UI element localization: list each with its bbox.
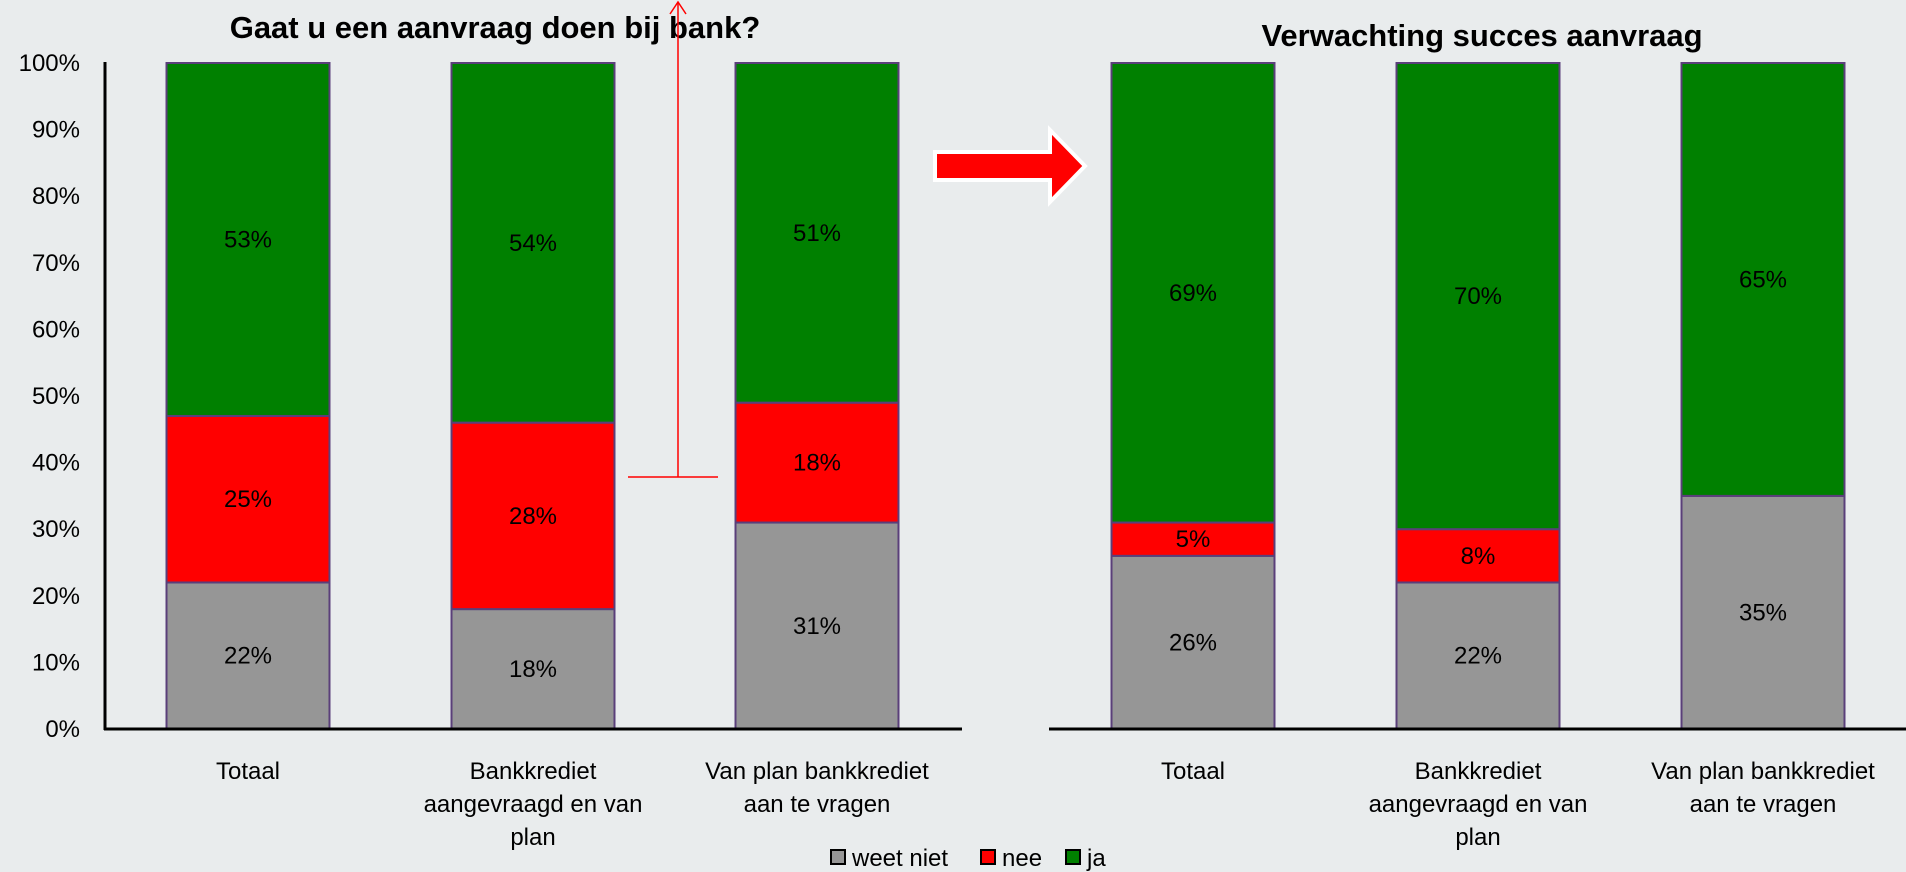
- y-tick-label: 90%: [32, 117, 80, 144]
- y-tick-label: 70%: [32, 250, 80, 277]
- legend-swatch: [1066, 850, 1080, 864]
- right-data-label: 5%: [1176, 526, 1211, 553]
- left-chart-title: Gaat u een aanvraag doen bij bank?: [230, 10, 761, 45]
- left-category-labels: Totaal Bankkrediet aangevraagd en van plan V…: [216, 758, 929, 851]
- right-category-label: aan te vragen: [1690, 791, 1837, 818]
- legend-label: weet niet: [851, 845, 948, 872]
- right-category-label: Van plan bankkrediet: [1651, 758, 1875, 785]
- right-data-label: 69%: [1169, 280, 1217, 307]
- right-category-label: aangevraagd en van: [1369, 791, 1588, 818]
- right-chart: Verwachting succes aanvraag 26% 5% 69% 22% 8…: [1049, 18, 1906, 851]
- right-category-label: Totaal: [1161, 758, 1225, 785]
- left-data-label: 51%: [793, 220, 841, 247]
- left-data-label: 22%: [224, 643, 272, 670]
- right-arrow-icon: [935, 130, 1085, 202]
- left-data-label: 18%: [509, 656, 557, 683]
- y-tick-label: 50%: [32, 383, 80, 410]
- left-bars: 22% 25% 53% 18% 28% 54% 31% 18% 51%: [167, 63, 899, 729]
- legend-label: nee: [1002, 845, 1042, 872]
- left-category-label: aan te vragen: [744, 791, 891, 818]
- y-tick-label: 0%: [45, 716, 80, 743]
- y-tick-label: 10%: [32, 649, 80, 676]
- right-chart-title: Verwachting succes aanvraag: [1261, 18, 1702, 53]
- y-tick-label: 80%: [32, 183, 80, 210]
- right-data-label: 35%: [1739, 599, 1787, 626]
- right-data-label: 22%: [1454, 643, 1502, 670]
- right-data-label: 70%: [1454, 283, 1502, 310]
- left-category-label: plan: [510, 824, 555, 851]
- left-category-label: Totaal: [216, 758, 280, 785]
- left-data-label: 25%: [224, 486, 272, 513]
- left-y-axis-ticks: 0% 10% 20% 30% 40% 50% 60% 70% 80% 90% 100%: [19, 50, 80, 743]
- y-tick-label: 30%: [32, 516, 80, 543]
- left-chart: Gaat u een aanvraag doen bij bank? 0% 10%…: [19, 10, 962, 851]
- left-category-label: Van plan bankkrediet: [705, 758, 929, 785]
- left-data-label: 53%: [224, 226, 272, 253]
- y-tick-label: 60%: [32, 316, 80, 343]
- right-category-labels: Totaal Bankkrediet aangevraagd en van plan V…: [1161, 758, 1875, 851]
- red-marker-line: [628, 2, 718, 477]
- legend: weet niet nee ja: [831, 845, 1106, 872]
- y-tick-label: 20%: [32, 583, 80, 610]
- right-category-label: Bankkrediet: [1415, 758, 1542, 785]
- left-data-label: 31%: [793, 613, 841, 640]
- y-tick-label: 40%: [32, 450, 80, 477]
- legend-swatch: [831, 850, 845, 864]
- left-data-label: 28%: [509, 503, 557, 530]
- left-data-label: 54%: [509, 230, 557, 257]
- left-category-label: aangevraagd en van: [424, 791, 643, 818]
- right-data-label: 8%: [1461, 543, 1496, 570]
- y-tick-label: 100%: [19, 50, 80, 77]
- left-category-label: Bankkrediet: [470, 758, 597, 785]
- legend-label: ja: [1086, 845, 1106, 872]
- right-bars: 26% 5% 69% 22% 8% 70% 35% 65%: [1112, 63, 1845, 729]
- right-data-label: 26%: [1169, 629, 1217, 656]
- right-category-label: plan: [1455, 824, 1500, 851]
- left-data-label: 18%: [793, 450, 841, 477]
- right-data-label: 65%: [1739, 266, 1787, 293]
- legend-swatch: [981, 850, 995, 864]
